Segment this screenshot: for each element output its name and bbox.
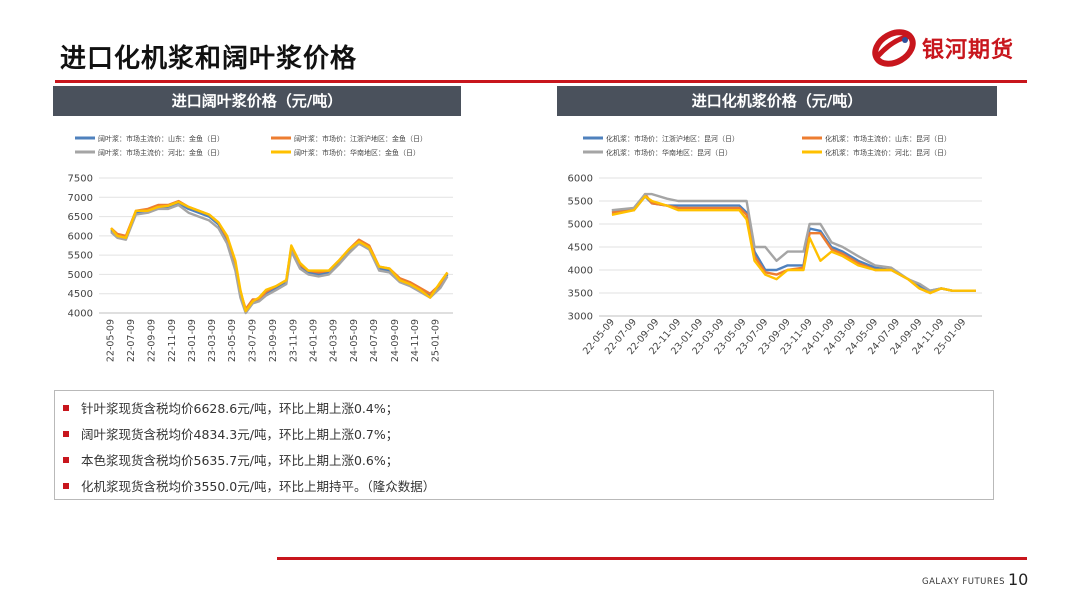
y-tick-label: 4500 [568,243,593,254]
x-tick-label: 24-07-09 [369,319,380,362]
x-tick-label: 24-11-09 [410,319,421,362]
y-tick-label: 5000 [568,220,593,231]
x-tick-label: 22-09-09 [147,319,158,362]
series-line [110,200,449,313]
legend-label: 阔叶浆：市场价：江浙沪地区：金鱼（日） [294,134,427,143]
x-tick-label: 23-03-09 [207,319,218,362]
x-tick-label: 24-05-09 [349,319,360,362]
bullet-icon [63,457,69,463]
y-tick-label: 4000 [568,266,593,277]
legend-label: 化机浆：市场主流价：山东：昆河（日） [825,134,951,143]
title-divider [55,80,1027,83]
chart-hardwood-pulp: 阔叶浆：市场主流价：山东：金鱼（日） 阔叶浆：市场价：江浙沪地区：金鱼（日） 阔叶浆… [53,118,461,384]
y-tick-label: 6000 [568,174,593,185]
legend-label: 化机浆：市场主流价：河北：昆河（日） [825,148,951,157]
x-tick-label: 25-01-09 [430,319,441,362]
legend-label: 阔叶浆：市场主流价：山东：金鱼（日） [98,134,224,143]
series-line [611,192,976,295]
page-number: 10 [1008,570,1029,589]
x-tick-label: 22-11-09 [167,319,178,362]
chart-hardwood-svg: 阔叶浆：市场主流价：山东：金鱼（日） 阔叶浆：市场价：江浙沪地区：金鱼（日） 阔叶浆… [68,134,453,362]
series-line [611,195,976,292]
chart-left-title: 进口阔叶浆价格（元/吨） [53,86,461,116]
note-item: 化机浆现货含税均价3550.0元/吨，环比上期持平。（隆众数据） [63,478,435,496]
galaxy-logo-icon [872,29,916,67]
page-title: 进口化机浆和阔叶浆价格 [60,44,358,74]
legend-label: 阔叶浆：市场主流价：河北：金鱼（日） [98,148,224,157]
bullet-icon [63,483,69,489]
footer-brand: GALAXY FUTURES [922,577,1006,587]
note-item: 本色浆现货含税均价5635.7元/吨，环比上期上涨0.6%； [63,452,398,470]
series-line [611,195,976,295]
y-tick-label: 5000 [68,270,93,281]
footer-divider [277,557,1027,560]
chart-ctmp-pulp: 化机浆：市场价：江浙沪地区：昆河（日） 化机浆：市场主流价：山东：昆河（日） 化机浆… [557,118,997,384]
bullet-icon [63,431,69,437]
note-item: 阔叶浆现货含税均价4834.3元/吨，环比上期上涨0.7%； [63,426,398,444]
legend-label: 化机浆：市场价：华南地区：昆河（日） [606,148,732,157]
chart-ctmp-svg: 化机浆：市场价：江浙沪地区：昆河（日） 化机浆：市场主流价：山东：昆河（日） 化机浆… [568,134,982,357]
series-line [611,192,976,292]
x-tick-label: 24-03-09 [329,319,340,362]
company-logo: 银河期货 [872,26,1032,70]
x-tick-label: 23-01-09 [187,319,198,362]
x-tick-label: 22-05-09 [106,319,117,362]
x-tick-label: 23-07-09 [247,319,258,362]
y-tick-label: 7500 [68,174,93,185]
y-tick-label: 6500 [68,212,93,223]
y-tick-label: 3000 [568,312,593,323]
notes-box: 针叶浆现货含税均价6628.6元/吨，环比上期上涨0.4%； 阔叶浆现货含税均价… [54,390,994,500]
y-tick-label: 5500 [568,197,593,208]
series-line [110,203,449,315]
x-tick-label: 24-09-09 [390,319,401,362]
y-tick-label: 4500 [68,289,93,300]
y-tick-label: 5500 [68,251,93,262]
y-tick-label: 6000 [68,231,93,242]
series-line [110,201,449,313]
bullet-icon [63,405,69,411]
chart-right-title: 进口化机浆价格（元/吨） [557,86,997,116]
y-tick-label: 7000 [68,193,93,204]
legend-label: 阔叶浆：市场价：华南地区：金鱼（日） [294,148,420,157]
logo-text: 银河期货 [922,38,1015,63]
x-tick-label: 24-01-09 [309,319,320,362]
x-tick-label: 23-05-09 [227,319,238,362]
x-tick-label: 23-09-09 [268,319,279,362]
note-item: 针叶浆现货含税均价6628.6元/吨，环比上期上涨0.4%； [63,400,398,418]
y-tick-label: 3500 [568,289,593,300]
x-tick-label: 22-07-09 [126,319,137,362]
y-tick-label: 4000 [68,309,93,320]
legend-label: 化机浆：市场价：江浙沪地区：昆河（日） [606,134,739,143]
x-tick-label: 23-11-09 [288,319,299,362]
